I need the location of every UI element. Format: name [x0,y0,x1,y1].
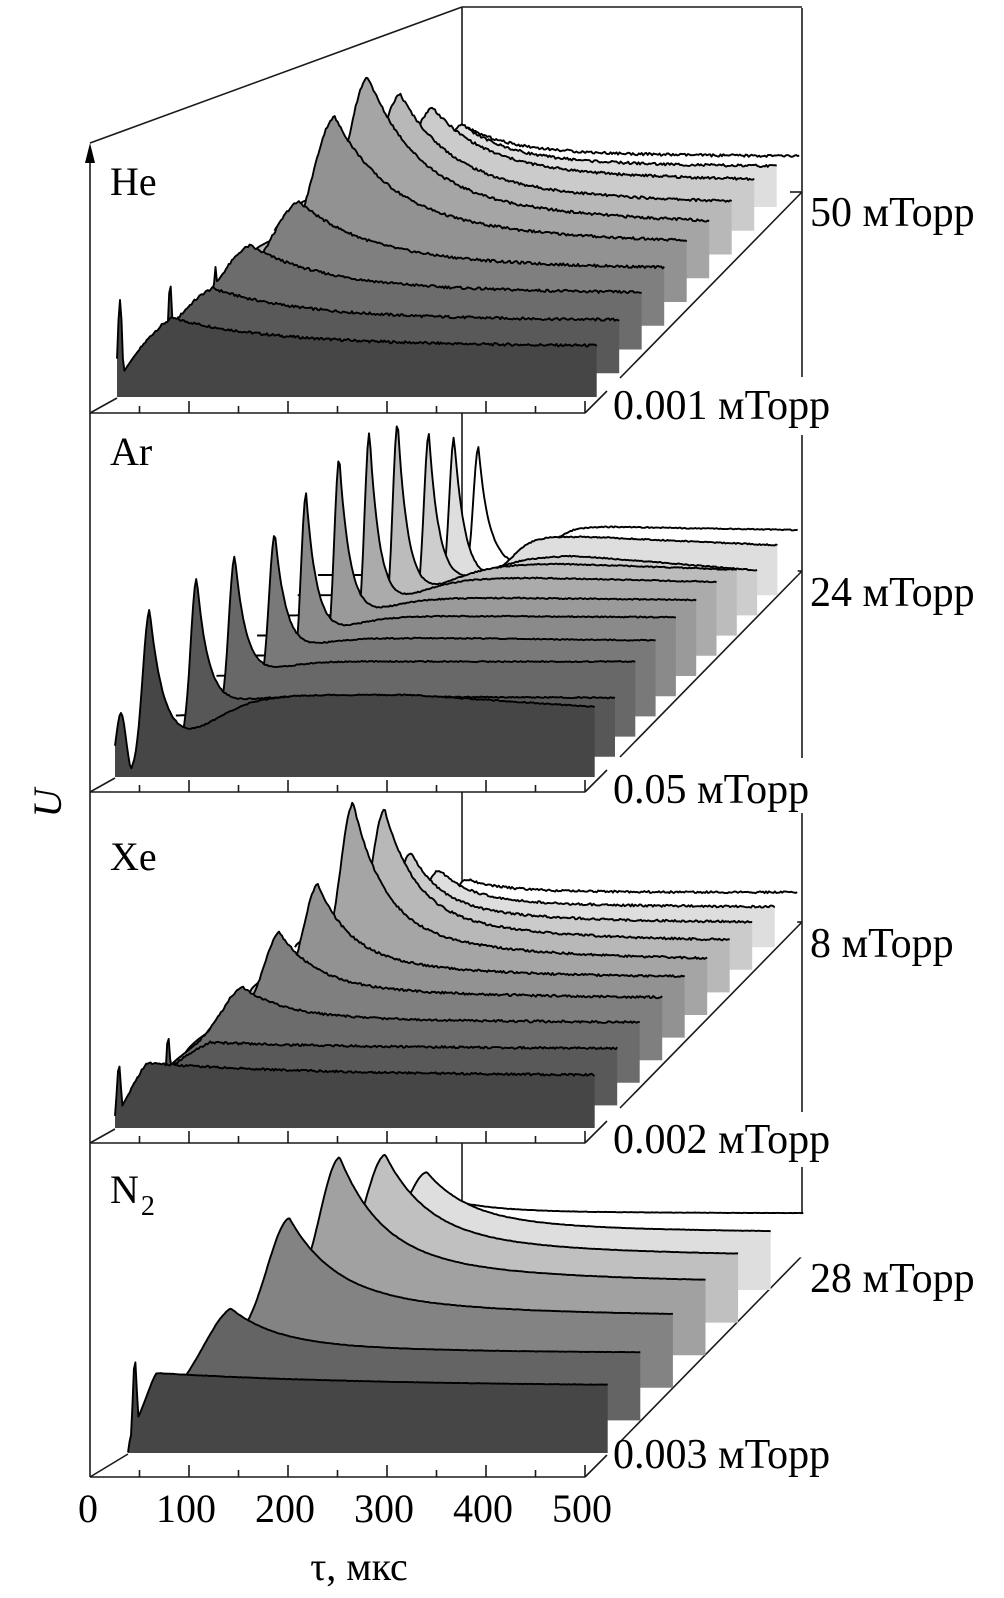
pressure-high-label: 50 мТорр [810,190,975,236]
pressure-high-label: 28 мТорр [810,1256,975,1302]
box-top-left-edge [89,6,463,144]
curve-line-2 [159,985,640,1084]
floor-left-edge [89,397,118,414]
floor-left-edge [89,1453,129,1478]
y-axis-arrow-icon [85,143,95,163]
gas-label: N2 [110,1167,155,1222]
depth-axis-line [619,570,803,758]
gas-label: He [110,159,157,204]
floor-right-edge [584,1454,608,1478]
x-tick-label: 100 [156,1486,216,1531]
x-axis-title: τ, мкс [310,1544,408,1589]
floor-right-edge [584,769,608,793]
panel-ar: Ar 24 мТорр 0.05 мТорр [89,413,975,813]
floor-left-edge [89,777,116,793]
x-tick-label: 400 [453,1486,513,1531]
curve-line-2 [161,243,642,350]
curve-line-0 [114,1061,596,1116]
curve-area-2 [155,556,636,737]
gas-label-subscript: 2 [141,1191,155,1222]
curve-line-3 [183,200,665,327]
curve-area-9 [297,437,778,596]
gas-label: Xe [110,834,157,879]
gas-label-text: He [110,159,157,204]
floor-right-edge [584,1120,608,1144]
curve-area-0 [115,610,595,777]
curve-line-1 [159,1307,641,1420]
floor-left-edge [89,1128,116,1144]
curve-line-1 [136,1037,618,1106]
curve-line-3 [181,930,663,1061]
gas-label-text: N [110,1167,139,1212]
x-tick-label: 500 [552,1486,612,1531]
panel-xe: Xe 8 мТорр 0.002 мТорр [89,792,954,1163]
curve-line-0 [116,299,598,372]
curve-area-0 [128,1362,608,1453]
pressure-low-label: 0.001 мТорр [613,383,830,429]
floor-right-edge [584,390,608,414]
panel-he: He 50 мТорр 0.001 мТорр [89,7,975,429]
curve-area-0 [115,1062,595,1128]
x-tick-label: 0 [78,1486,98,1531]
curve-line-0 [127,1361,608,1453]
gas-label-text: Xe [110,834,157,879]
curve-line-2 [155,555,636,736]
gas-label: Ar [110,429,152,474]
pressure-low-label: 0.05 мТорр [613,767,809,813]
x-tick-label: 300 [354,1486,414,1531]
curve-area-0 [117,300,597,397]
gas-label-text: Ar [110,429,152,474]
y-axis-title: U [25,785,70,817]
x-tick-label: 200 [255,1486,315,1531]
curve-line-2 [192,1217,673,1389]
pressure-low-label: 0.003 мТорр [613,1432,830,1478]
depth-axis-line [619,1255,803,1443]
curve-line-1 [138,285,620,370]
pressure-high-label: 24 мТорр [810,570,975,616]
curve-line-0 [114,609,595,770]
depth-axis-line [619,921,803,1109]
pressure-high-label: 8 мТорр [810,921,954,967]
pressure-low-label: 0.002 мТорр [613,1117,830,1163]
depth-axis-line [619,191,803,379]
panel-n2: N2 28 мТорр 0.003 мТорр [89,1143,975,1478]
